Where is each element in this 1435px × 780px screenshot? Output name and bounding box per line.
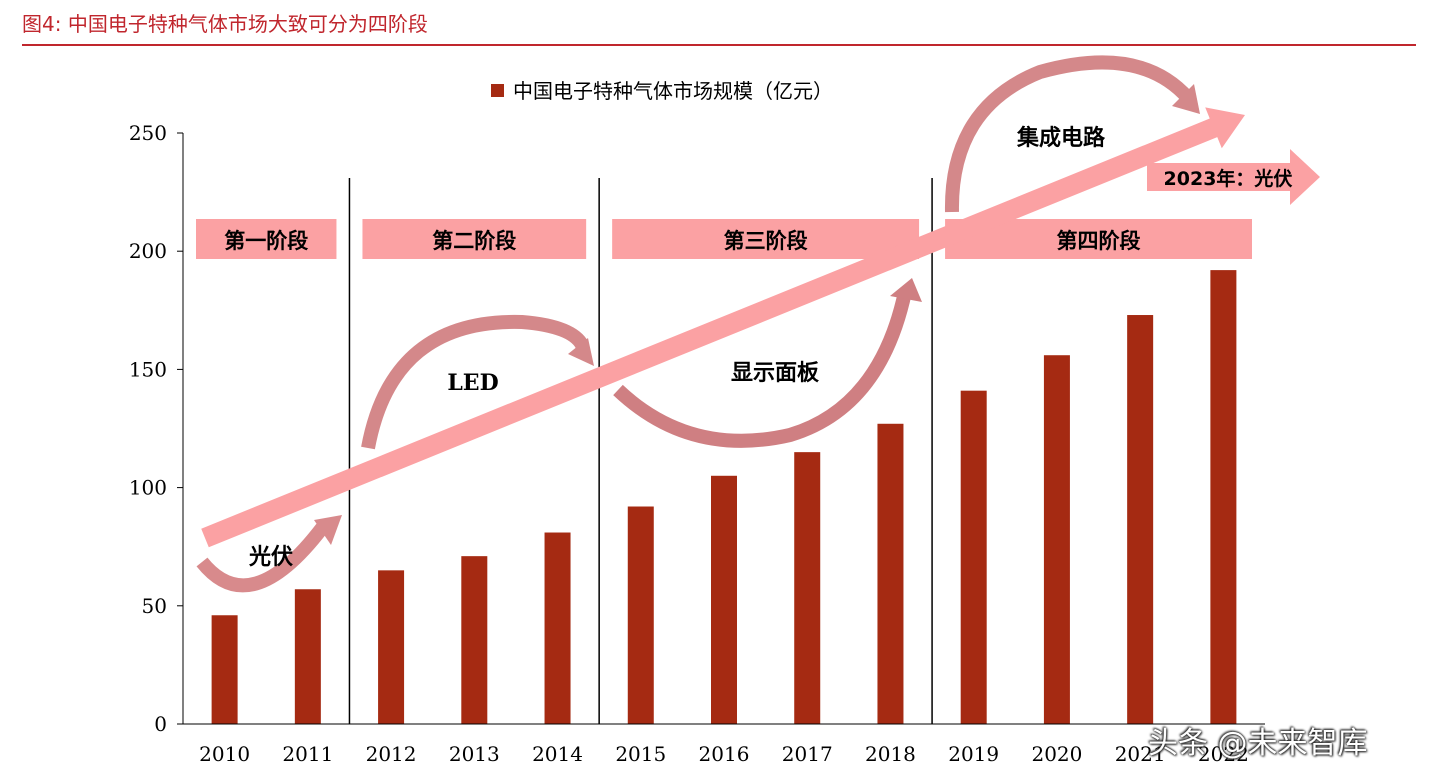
bar — [294, 589, 321, 724]
bar — [877, 423, 904, 724]
y-tick-label: 200 — [129, 239, 167, 263]
legend-swatch — [491, 84, 504, 97]
y-tick-label: 250 — [129, 121, 167, 145]
x-tick-label: 2022 — [1198, 742, 1249, 766]
stage-label: 第一阶段 — [224, 229, 308, 253]
bar — [211, 615, 238, 724]
stage-label: 第三阶段 — [724, 229, 808, 253]
display-arc-arrow — [613, 290, 912, 448]
pv2023-arrow — [1147, 149, 1320, 205]
title-divider — [22, 44, 1416, 46]
pv-arc-arrow-head — [314, 515, 342, 545]
x-tick-label: 2020 — [1031, 742, 1082, 766]
bar — [378, 570, 405, 724]
x-tick-label: 2013 — [449, 742, 500, 766]
annotation-led: LED — [447, 370, 498, 396]
x-tick-label: 2012 — [366, 742, 417, 766]
pv-arc-arrow — [196, 523, 328, 593]
bar — [1043, 355, 1070, 724]
annotation-pv: 光伏 — [248, 544, 293, 570]
x-tick-label: 2021 — [1115, 742, 1166, 766]
ic-arc-arrow — [944, 55, 1194, 213]
bar — [1127, 315, 1154, 724]
x-tick-label: 2010 — [199, 742, 250, 766]
annotation-pv2023: 2023年：光伏 — [1164, 167, 1293, 190]
stage-box — [362, 219, 587, 259]
led-arc-arrow — [361, 314, 589, 450]
x-tick-label: 2019 — [948, 742, 999, 766]
trend-arrow — [201, 107, 1245, 548]
legend-label: 中国电子特种气体市场规模（亿元） — [513, 79, 833, 103]
annotation-display: 显示面板 — [731, 361, 820, 386]
y-tick-label: 150 — [129, 357, 167, 381]
bar — [461, 556, 488, 724]
y-tick-label: 0 — [154, 712, 167, 736]
y-tick-label: 100 — [129, 476, 167, 500]
stage-label: 第二阶段 — [432, 229, 516, 253]
x-tick-label: 2011 — [282, 742, 333, 766]
bar — [1210, 270, 1237, 724]
bar — [544, 532, 571, 724]
stage-label: 第四阶段 — [1057, 229, 1141, 253]
x-tick-label: 2015 — [615, 742, 666, 766]
ic-arc-arrow-head — [1172, 84, 1200, 114]
figure-title: 图4: 中国电子特种气体市场大致可分为四阶段 — [22, 12, 428, 36]
x-tick-label: 2018 — [865, 742, 916, 766]
watermark-text: 头条 @未来智库 — [1148, 726, 1368, 761]
bar — [627, 506, 654, 724]
x-tick-label: 2014 — [532, 742, 583, 766]
bar — [960, 390, 987, 724]
x-tick-label: 2016 — [699, 742, 750, 766]
stage-box — [612, 219, 920, 259]
display-arc-arrow-head — [890, 278, 922, 302]
bar — [711, 475, 737, 724]
y-tick-label: 50 — [142, 594, 167, 618]
annotation-ic: 集成电路 — [1016, 125, 1106, 151]
stage-box — [196, 219, 337, 259]
bar — [794, 452, 821, 724]
led-arc-arrow-head — [568, 338, 594, 366]
x-tick-label: 2017 — [782, 742, 833, 766]
